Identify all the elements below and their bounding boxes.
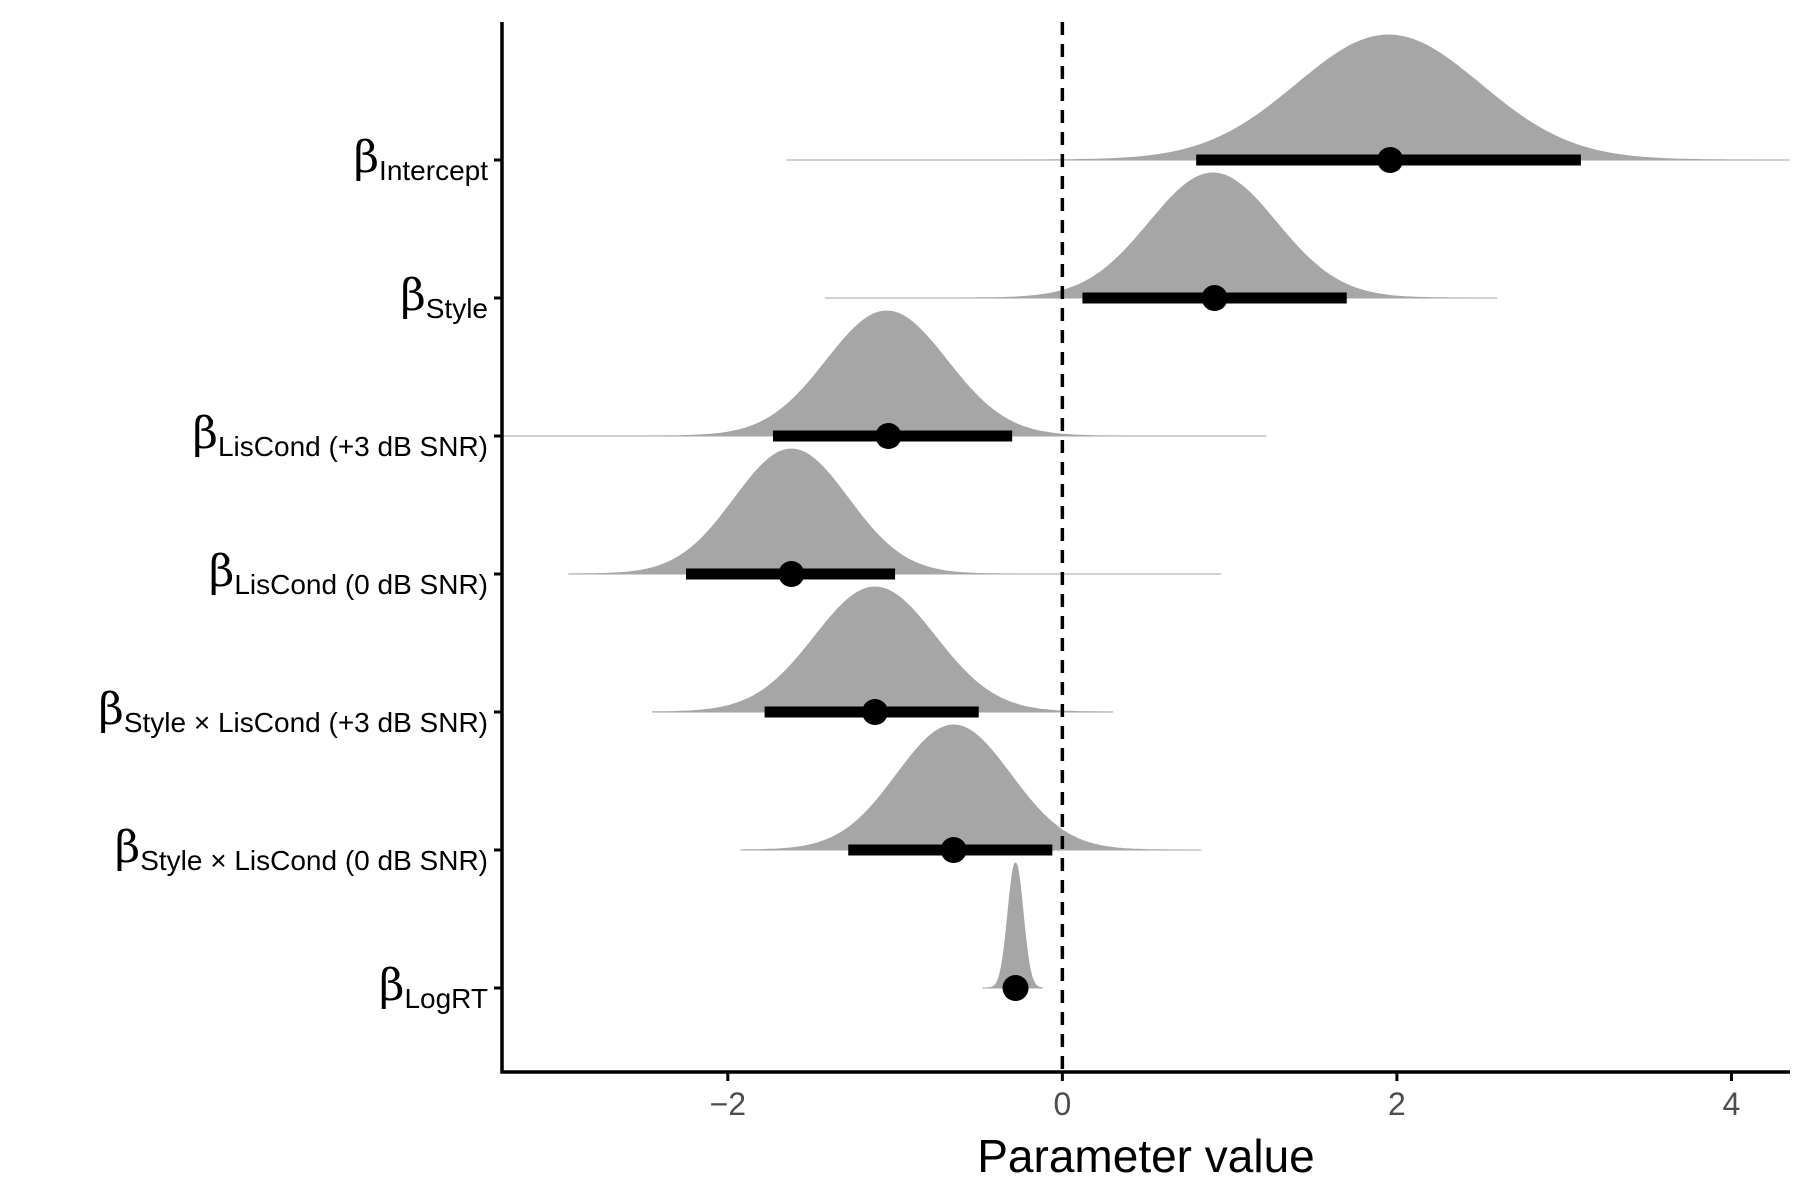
interval-layer: [686, 147, 1581, 1001]
x-tick-label-3: 2: [1388, 1086, 1406, 1122]
median-point-1: [1377, 147, 1404, 173]
x-axis-title: Parameter value: [977, 1130, 1315, 1182]
density-2: [824, 172, 1498, 299]
y-label-4: βLisCond (0 dB SNR): [209, 546, 488, 600]
density-layer: [502, 34, 1790, 989]
density-1: [786, 34, 1790, 161]
density-6: [740, 724, 1202, 851]
x-tick-label-1: −2: [710, 1086, 746, 1122]
y-label-7: βLogRT: [379, 960, 488, 1014]
median-point-4: [778, 561, 805, 587]
x-tick-label-4: 4: [1723, 1086, 1741, 1122]
axes: [494, 22, 1790, 1074]
median-point-5: [862, 699, 889, 725]
y-label-2: βStyle: [400, 270, 488, 324]
y-label-5: βStyle × LisCond (+3 dB SNR): [98, 684, 488, 738]
density-7: [982, 862, 1043, 989]
y-label-3: βLisCond (+3 dB SNR): [193, 408, 488, 462]
density-5: [652, 586, 1113, 713]
median-point-3: [875, 423, 902, 449]
y-label-1: βIntercept: [354, 132, 489, 186]
x-axis-ticks: −2 0 2 4: [710, 1072, 1741, 1122]
median-point-7: [1002, 975, 1029, 1001]
x-tick-label-2: 0: [1053, 1086, 1071, 1122]
median-point-6: [940, 837, 967, 863]
density-3: [502, 310, 1267, 437]
y-label-6: βStyle × LisCond (0 dB SNR): [115, 822, 488, 876]
median-point-2: [1201, 285, 1228, 311]
y-axis-labels: βIntercept βStyle βLisCond (+3 dB SNR) βLis…: [98, 132, 488, 1014]
density-4: [568, 448, 1222, 575]
